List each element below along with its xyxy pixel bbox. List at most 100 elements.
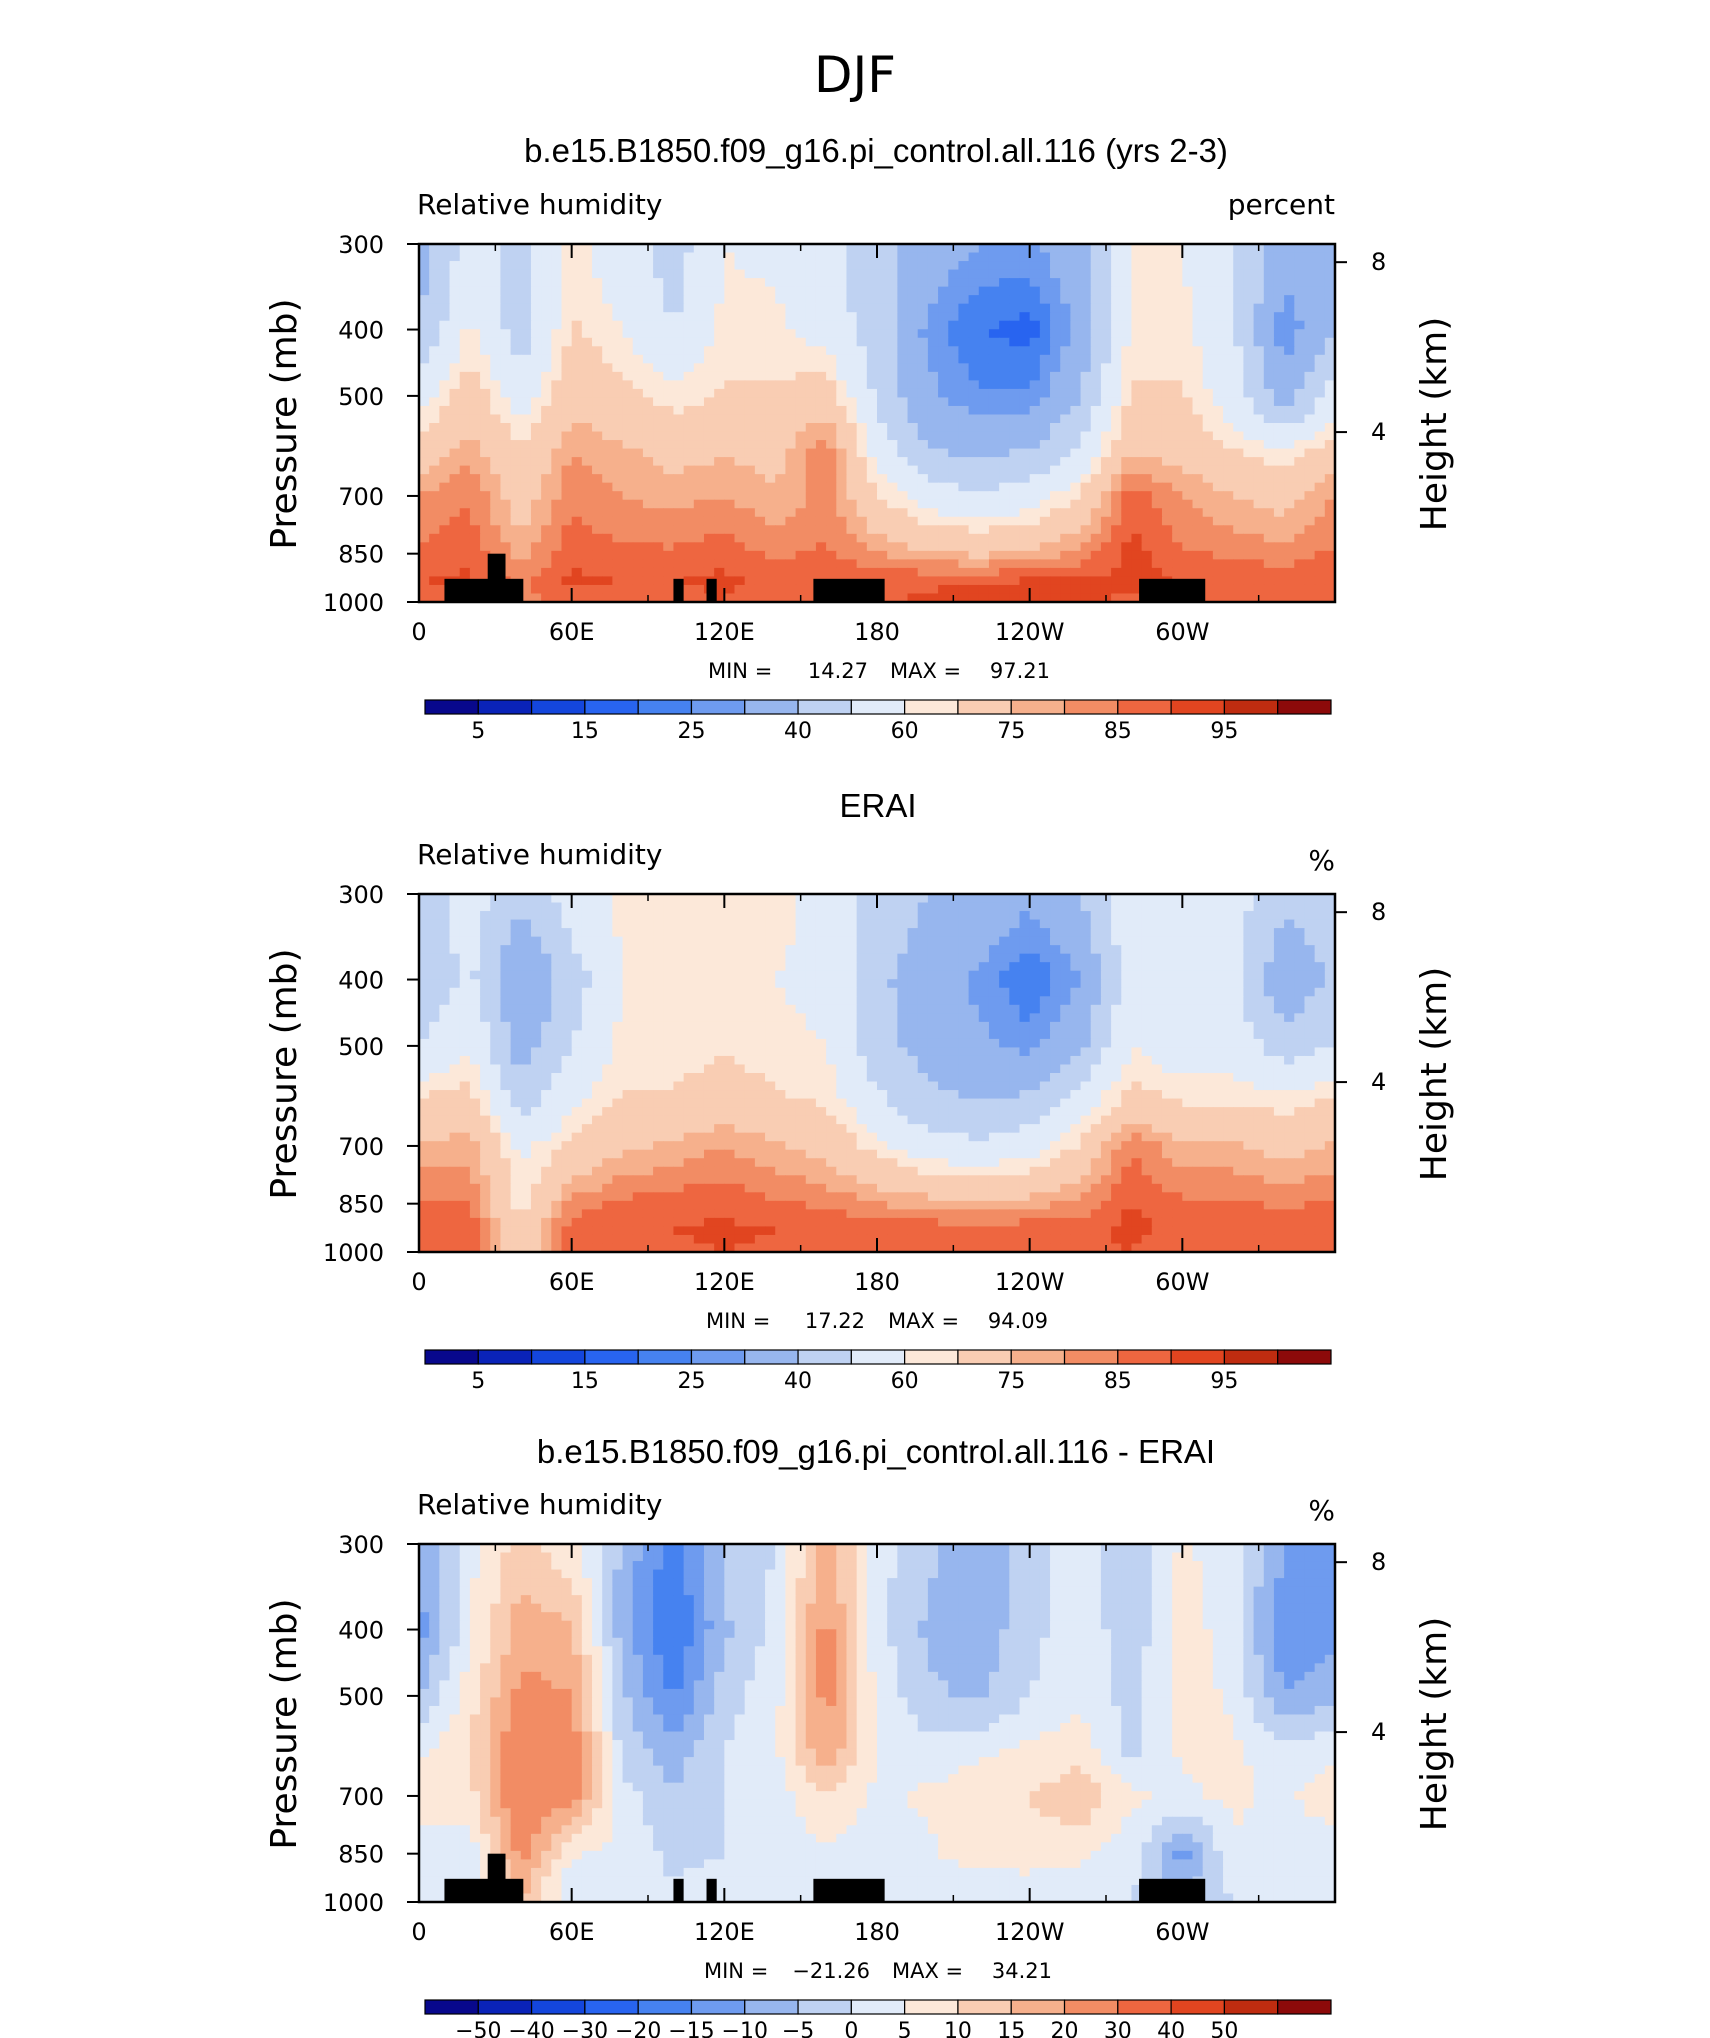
field-cell <box>1090 894 1102 904</box>
field-cell <box>1192 962 1204 972</box>
field-cell <box>1009 911 1021 921</box>
field-cell <box>1304 244 1316 254</box>
field-cell <box>480 465 491 475</box>
field-cell <box>1090 928 1102 938</box>
field-cell <box>449 516 461 526</box>
field-cell <box>469 320 481 330</box>
field-cell <box>1314 431 1326 441</box>
field-cell <box>663 491 675 501</box>
field-cell <box>1324 337 1336 347</box>
field-cell <box>907 312 919 322</box>
field-cell <box>1151 371 1163 381</box>
field-cell <box>917 953 929 963</box>
field-cell <box>1304 533 1316 543</box>
field-cell <box>1284 440 1295 450</box>
field-cell <box>530 269 542 279</box>
field-cell <box>999 363 1010 373</box>
field-cell <box>775 902 786 912</box>
field-cell <box>1141 970 1153 980</box>
field-cell <box>1172 295 1183 305</box>
field-cell <box>419 953 430 963</box>
field-cell <box>530 576 542 586</box>
field-cell <box>1172 550 1183 560</box>
field-cell <box>663 508 675 518</box>
field-cell <box>1202 261 1214 271</box>
field-cell <box>1100 902 1112 912</box>
field-cell <box>1324 346 1336 356</box>
field-cell <box>469 550 481 560</box>
field-cell <box>683 337 695 347</box>
field-cell <box>459 979 471 989</box>
field-cell <box>469 457 481 467</box>
field-cell <box>724 894 736 904</box>
field-cell <box>1039 584 1051 595</box>
field-cell <box>642 261 654 271</box>
field-cell <box>1009 269 1021 279</box>
field-cell <box>1121 936 1133 946</box>
field-cell <box>663 902 675 912</box>
field-cell <box>927 474 939 484</box>
field-cell <box>978 962 990 972</box>
field-cell <box>1212 962 1224 972</box>
field-cell <box>653 542 664 552</box>
land-mask <box>444 578 524 602</box>
field-cell <box>683 894 695 904</box>
field-cell <box>938 474 949 484</box>
field-cell <box>1192 423 1204 433</box>
field-cell <box>785 533 797 543</box>
field-cell <box>1273 911 1285 921</box>
field-cell <box>1080 269 1092 279</box>
field-cell <box>1212 936 1224 946</box>
field-cell <box>754 397 766 407</box>
field-cell <box>958 516 970 526</box>
field-cell <box>754 457 766 467</box>
field-cell <box>836 346 848 356</box>
field-cell <box>1304 295 1316 305</box>
field-cell <box>571 525 583 535</box>
field-cell <box>1253 448 1265 458</box>
field-cell <box>1304 405 1316 416</box>
field-cell <box>1111 508 1122 518</box>
field-cell <box>592 550 603 560</box>
field-cell <box>744 970 756 980</box>
field-cell <box>1039 550 1051 560</box>
field-cell <box>520 928 532 938</box>
field-cell <box>1182 945 1194 955</box>
field-cell <box>459 919 471 929</box>
field-cell <box>734 388 746 399</box>
field-cell <box>826 911 837 921</box>
field-cell <box>897 244 909 254</box>
field-cell <box>805 295 817 305</box>
field-cell <box>1019 423 1031 433</box>
field-cell <box>1202 576 1214 586</box>
field-cell <box>734 542 746 552</box>
field-cell <box>1080 286 1092 296</box>
field-cell <box>642 363 654 373</box>
field-cell <box>1060 525 1071 535</box>
field-cell <box>530 491 542 501</box>
field-cell <box>530 996 542 1006</box>
field-cell <box>1233 962 1244 972</box>
field-cell <box>907 525 919 535</box>
field-cell <box>1304 303 1316 313</box>
field-cell <box>541 312 552 322</box>
field-cell <box>1029 482 1041 492</box>
field-cell <box>1243 533 1255 543</box>
field-cell <box>1141 465 1153 475</box>
field-cell <box>571 533 583 543</box>
field-cell <box>836 397 848 407</box>
field-cell <box>581 593 593 603</box>
field-cell <box>571 542 583 552</box>
field-cell <box>1212 244 1224 254</box>
field-cell <box>1202 533 1214 543</box>
field-cell <box>1009 312 1021 322</box>
field-cell <box>459 533 471 543</box>
field-cell <box>1263 295 1275 305</box>
field-cell <box>805 936 817 946</box>
field-cell <box>1121 465 1133 475</box>
field-cell <box>978 414 990 424</box>
field-cell <box>1212 388 1224 399</box>
field-cell <box>958 567 970 578</box>
field-cell <box>1060 962 1071 972</box>
field-cell <box>1202 919 1214 929</box>
